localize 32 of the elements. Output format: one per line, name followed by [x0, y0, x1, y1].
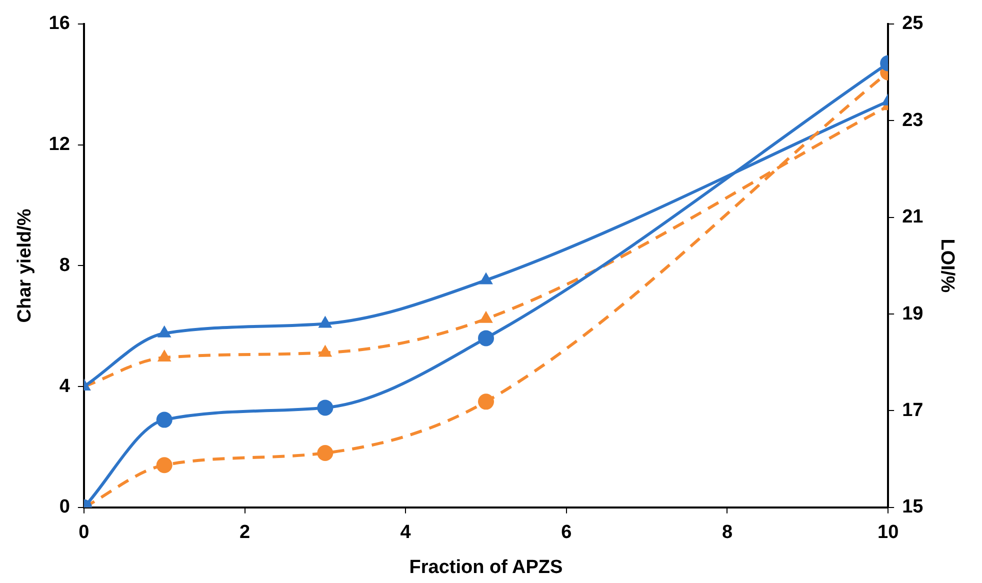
- y2-tick-label: 19: [902, 303, 924, 324]
- point: [317, 400, 334, 416]
- point: [157, 350, 172, 362]
- x-tick-label: 8: [722, 522, 733, 544]
- point: [478, 330, 494, 346]
- x-tick-label: 10: [877, 522, 899, 544]
- y2-tick-label: 25: [902, 13, 924, 34]
- point: [478, 394, 494, 410]
- x-tick-label: 4: [400, 522, 412, 544]
- y-tick-label: 12: [48, 134, 70, 156]
- y-tick-label: 4: [59, 376, 70, 397]
- y2-tick-label: 17: [902, 400, 924, 421]
- x-tick-label: 6: [561, 522, 572, 544]
- y-tick-label: 0: [59, 496, 70, 518]
- point: [157, 325, 172, 338]
- y-axis-title: Char yield/%: [14, 208, 36, 323]
- point: [479, 310, 493, 323]
- point: [318, 344, 332, 357]
- y2-axis-title: LOI/%: [936, 238, 958, 293]
- y2-tick-label: 15: [902, 496, 924, 518]
- y2-tick-label: 21: [902, 206, 924, 228]
- point: [479, 272, 493, 284]
- y-tick-label: 16: [48, 13, 70, 34]
- x-axis-title: Fraction of APZS: [409, 556, 563, 578]
- point: [156, 457, 172, 474]
- y2-tick-label: 23: [902, 110, 924, 131]
- x-tick-label: 2: [239, 522, 250, 544]
- point: [318, 316, 332, 328]
- point: [317, 445, 334, 462]
- x-tick-label: 0: [78, 522, 90, 544]
- point: [156, 412, 172, 428]
- y-tick-label: 8: [59, 254, 70, 276]
